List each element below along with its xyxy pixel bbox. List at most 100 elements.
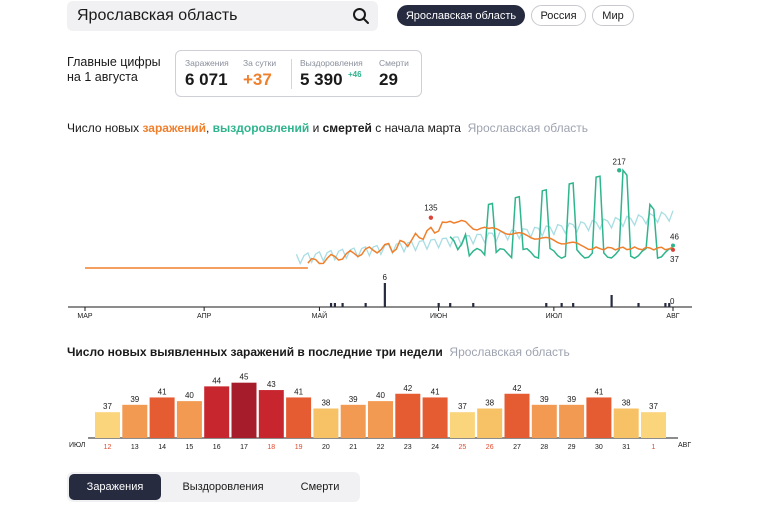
last-recoveries-label: 46	[670, 233, 679, 242]
bar-value-label: 40	[376, 391, 385, 400]
x-tick-label: АПР	[197, 313, 212, 320]
daily-cases-line-chart[interactable]: МАР АПР МАЙ ИЮН ИЮЛ АВГ 135 217 46 37 6 0	[60, 140, 700, 325]
bar-category-label: 20	[322, 444, 330, 451]
bar-category-label: 17	[240, 444, 248, 451]
death-bar	[437, 303, 440, 307]
daily-value: +37	[243, 70, 272, 89]
search-icon[interactable]	[352, 7, 370, 25]
bar-category-label: 25	[459, 444, 467, 451]
chart1-title-and: и	[309, 121, 323, 135]
death-bar	[341, 303, 344, 307]
bar	[95, 412, 120, 438]
recoveries-line	[449, 168, 674, 260]
bar	[258, 390, 284, 438]
bar	[368, 401, 393, 438]
chart2-title: Число новых выявленных заражений в после…	[67, 345, 570, 359]
bar-category-label: 13	[131, 444, 139, 451]
death-bar	[637, 303, 640, 307]
chart2-title-region: Ярославская область	[449, 345, 570, 359]
bar-value-label: 41	[594, 387, 603, 396]
region-yaroslavl-button[interactable]: Ярославская область	[397, 5, 525, 26]
bar-category-label: 24	[431, 444, 439, 451]
bar-value-label: 45	[240, 373, 249, 382]
death-bar	[545, 303, 548, 307]
bar-category-label: 27	[513, 444, 521, 451]
infections-peak-label: 135	[424, 204, 438, 213]
bar-category-label: 30	[595, 444, 603, 451]
death-bar	[664, 303, 667, 307]
bar-value-label: 38	[485, 399, 494, 408]
bar-x-start-label: ИЮЛ	[69, 442, 86, 449]
bar-value-label: 44	[212, 376, 221, 385]
bar-value-label: 37	[458, 402, 467, 411]
bar-category-label: 15	[186, 444, 194, 451]
infections-line	[307, 219, 674, 265]
deaths-caption: Смерти	[379, 58, 409, 68]
death-bar	[610, 295, 613, 307]
region-russia-button[interactable]: Россия	[531, 5, 586, 26]
death-bar	[472, 303, 475, 307]
tab-recoveries[interactable]: Выздоровления	[182, 481, 264, 493]
chart1-title-recoveries: выздоровлений	[212, 121, 310, 135]
bar-value-label: 38	[321, 399, 330, 408]
death-bar	[329, 303, 333, 307]
bar-value-label: 41	[158, 387, 167, 396]
bar-value-label: 41	[294, 387, 303, 396]
bar-value-label: 39	[567, 395, 576, 404]
bar-category-label: 14	[158, 444, 166, 451]
chart1-title-part1: Число новых	[67, 121, 143, 135]
tab-deaths[interactable]: Смерти	[300, 481, 340, 493]
death-bar	[364, 303, 367, 307]
bar	[531, 404, 557, 438]
x-tick-label: МАР	[77, 313, 93, 320]
x-tick-label: ИЮН	[430, 313, 447, 320]
metric-tabs: Заражения Выздоровления Смерти	[67, 472, 360, 502]
bar-value-label: 43	[267, 380, 276, 389]
death-bar	[572, 303, 575, 307]
last-recoveries-dot	[671, 243, 675, 248]
bar-category-label: 16	[213, 444, 221, 451]
recoveries-peak-dot	[616, 168, 622, 173]
bar-category-label: 21	[349, 444, 357, 451]
bar-category-label: 19	[295, 444, 303, 451]
chart1-title-rest: с начала марта	[371, 121, 461, 135]
bar-x-end-label: АВГ	[678, 442, 691, 449]
death-bar	[560, 303, 563, 307]
key-figures-box: Заражения 6 071 За сутки +37 Выздоровлен…	[175, 50, 422, 97]
bar	[449, 412, 475, 438]
bar-value-label: 37	[103, 402, 112, 411]
region-search-input[interactable]: Ярославская область	[67, 1, 378, 31]
last-deaths-label: 0	[670, 297, 675, 306]
search-value: Ярославская область	[77, 7, 238, 24]
bar-value-label: 42	[403, 384, 412, 393]
recovered-value: 5 390	[300, 70, 343, 89]
bar-category-label: 28	[540, 444, 548, 451]
bar	[559, 404, 585, 438]
chart1-title-infections: заражений	[142, 121, 206, 135]
bar-value-label: 41	[431, 387, 440, 396]
cases-value: 6 071	[185, 70, 228, 89]
bar-value-label: 40	[185, 391, 194, 400]
bar-category-label: 26	[486, 444, 494, 451]
cases-caption: Заражения	[185, 58, 229, 68]
bar	[586, 397, 612, 438]
bar	[176, 401, 202, 438]
bar	[286, 397, 312, 438]
bar-category-label: 22	[377, 444, 385, 451]
tab-infections[interactable]: Заражения	[69, 474, 161, 500]
bar-value-label: 42	[513, 384, 522, 393]
three-week-bar-chart[interactable]: ИЮЛ АВГ 37 12 39 13 41 14 40 15 44 16 45 17 43 18 41 19 38…	[60, 368, 700, 458]
chart1-title-region: Ярославская область	[467, 121, 589, 135]
region-world-button[interactable]: Мир	[592, 5, 634, 26]
bar	[422, 397, 448, 438]
daily-caption: За сутки	[243, 58, 277, 68]
x-tick-label: МАЙ	[312, 311, 328, 320]
bar-value-label: 39	[349, 395, 358, 404]
recoveries-peak-label: 217	[613, 157, 627, 166]
bar	[641, 412, 666, 438]
chart2-title-text: Число новых выявленных заражений в после…	[67, 345, 443, 359]
death-bar	[668, 303, 671, 307]
death-bar	[449, 303, 452, 307]
bar-value-label: 39	[540, 395, 549, 404]
bar	[204, 386, 230, 438]
